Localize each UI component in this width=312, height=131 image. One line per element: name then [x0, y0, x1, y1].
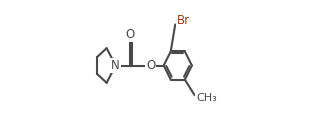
Text: O: O	[146, 59, 155, 72]
Text: O: O	[125, 28, 134, 42]
Text: CH₃: CH₃	[196, 93, 217, 103]
Text: Br: Br	[177, 14, 190, 27]
Text: N: N	[111, 59, 120, 72]
